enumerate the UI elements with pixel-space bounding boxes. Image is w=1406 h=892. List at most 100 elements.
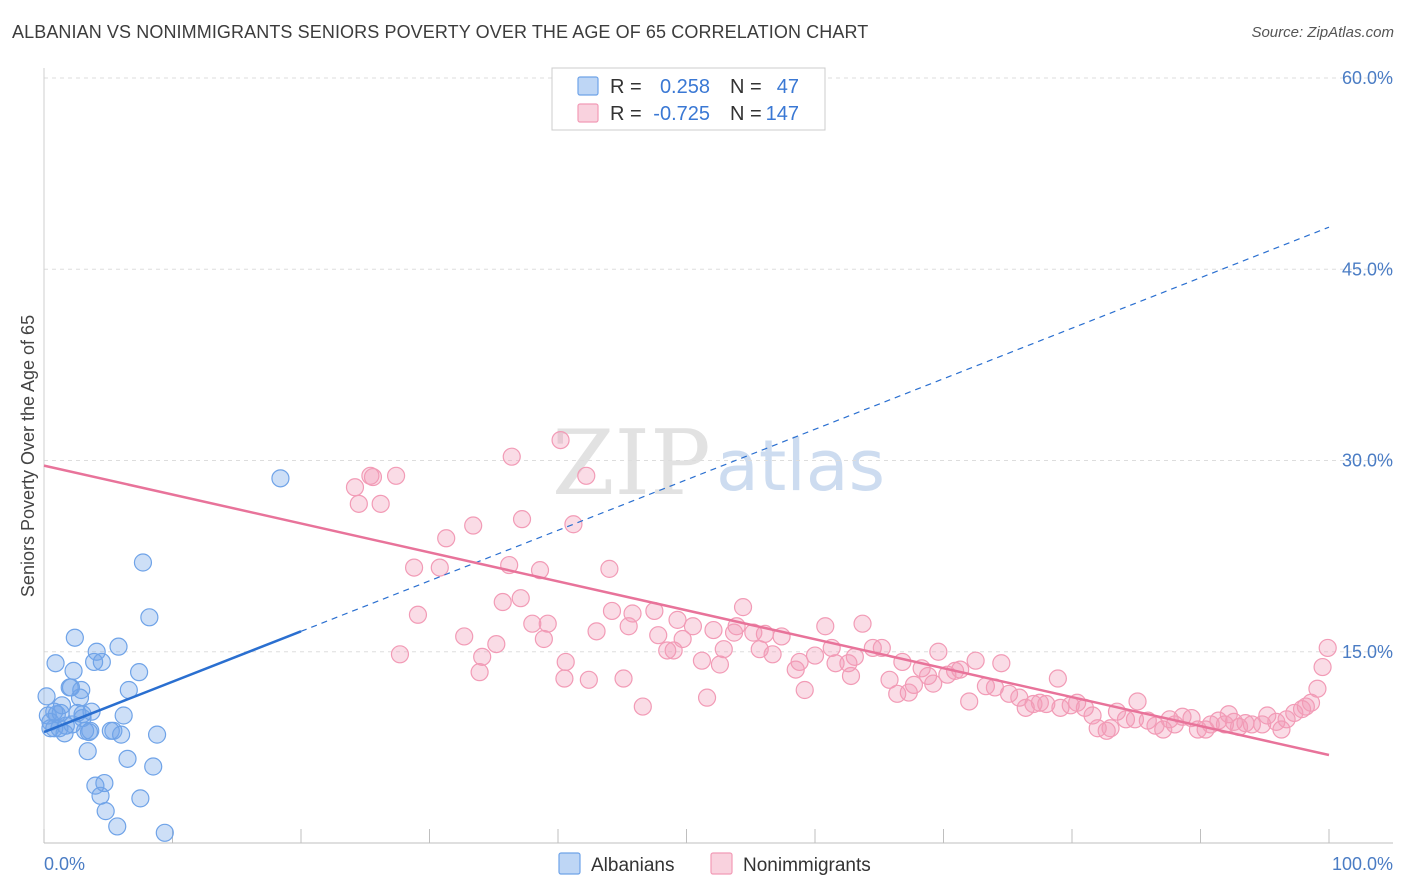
trend-lines xyxy=(43,226,1330,757)
axes xyxy=(43,68,1393,844)
point-non-31 xyxy=(587,622,606,641)
point-non-23 xyxy=(534,629,553,649)
legend-bottom-label-albanians: Albanians xyxy=(591,855,674,876)
y-tick-label-0: 15.0% xyxy=(1342,642,1393,662)
point-non-22 xyxy=(530,561,550,580)
legend-n-value-1: 47 xyxy=(777,76,799,98)
point-non-71 xyxy=(880,670,899,689)
point-non-30 xyxy=(579,670,598,689)
point-non-1 xyxy=(349,494,368,513)
point-non-92 xyxy=(1030,693,1049,712)
point-alb-10 xyxy=(52,696,72,715)
point-non-78 xyxy=(924,674,943,693)
point-non-6 xyxy=(390,645,410,664)
point-non-134 xyxy=(1313,657,1332,677)
point-non-37 xyxy=(633,697,652,716)
point-alb-45 xyxy=(133,553,153,572)
legend-r-label-1: R = xyxy=(610,76,642,98)
point-non-12 xyxy=(464,516,483,535)
point-non-32 xyxy=(600,559,619,578)
point-non-14 xyxy=(473,647,492,666)
point-non-102 xyxy=(1101,719,1120,738)
point-alb-25 xyxy=(79,722,99,742)
point-non-83 xyxy=(960,692,979,711)
point-non-133 xyxy=(1308,679,1327,698)
point-non-13 xyxy=(470,663,489,682)
point-non-45 xyxy=(692,651,712,670)
legend-stats: R = 0.258 N = 47 R = -0.725 N = 147 xyxy=(551,67,826,131)
point-non-59 xyxy=(790,652,809,672)
point-alb-44 xyxy=(131,789,150,808)
y-tick-label-1: 30.0% xyxy=(1342,451,1393,471)
point-non-124 xyxy=(1253,715,1272,734)
point-non-21 xyxy=(523,614,542,633)
legend-r-value-1: 0.258 xyxy=(660,76,710,98)
point-non-109 xyxy=(1154,720,1173,739)
legend-r-value-2: -0.725 xyxy=(653,103,710,125)
point-alb-43 xyxy=(129,663,149,682)
point-non-34 xyxy=(614,669,633,688)
nonimmigrants-points xyxy=(345,431,1337,740)
point-alb-40 xyxy=(114,706,133,725)
point-non-4 xyxy=(371,494,390,513)
legend-swatch-nonimmigrants xyxy=(577,103,599,123)
point-non-127 xyxy=(1272,720,1291,739)
point-non-16 xyxy=(493,592,512,612)
point-non-125 xyxy=(1258,706,1277,725)
legend-bottom-swatch-albanians xyxy=(558,852,581,875)
point-alb-41 xyxy=(118,749,137,768)
point-non-11 xyxy=(455,627,474,646)
legend-swatch-albanians xyxy=(577,76,599,96)
point-alb-34 xyxy=(96,802,115,821)
y-tick-label-2: 45.0% xyxy=(1342,259,1393,279)
point-non-7 xyxy=(404,558,424,577)
point-non-106 xyxy=(1128,692,1147,711)
point-non-42 xyxy=(668,610,687,629)
point-non-64 xyxy=(826,654,845,673)
point-alb-24 xyxy=(78,742,97,761)
point-non-9 xyxy=(430,558,449,577)
point-non-33 xyxy=(602,601,622,621)
point-non-87 xyxy=(992,654,1011,673)
point-alb-49 xyxy=(155,823,174,842)
point-non-62 xyxy=(816,617,835,636)
point-non-36 xyxy=(623,604,642,623)
point-non-18 xyxy=(502,447,521,466)
point-non-66 xyxy=(841,666,861,686)
legend-n-label-1: N = xyxy=(730,76,762,98)
point-alb-39 xyxy=(111,725,131,744)
trend-albanians-dashed xyxy=(300,226,1330,632)
point-non-44 xyxy=(683,617,703,636)
point-alb-6 xyxy=(46,654,65,673)
point-non-15 xyxy=(487,634,506,654)
point-alb-37 xyxy=(108,817,127,836)
gridlines xyxy=(44,77,1393,653)
legend-r-label-2: R = xyxy=(610,103,642,125)
point-non-24 xyxy=(538,614,557,633)
point-non-40 xyxy=(658,641,677,660)
point-non-52 xyxy=(733,598,753,617)
point-alb-47 xyxy=(144,757,163,776)
point-non-25 xyxy=(551,431,570,450)
x-tick-label-max: 100.0% xyxy=(1332,854,1393,874)
point-non-79 xyxy=(929,642,948,661)
point-non-46 xyxy=(697,688,717,707)
point-non-67 xyxy=(845,647,864,666)
trend-nonimmigrants xyxy=(43,464,1330,757)
y-axis-label: Seniors Poverty Over the Age of 65 xyxy=(18,315,38,597)
watermark-atlas: atlas xyxy=(716,425,885,507)
point-non-135 xyxy=(1318,638,1337,658)
point-non-94 xyxy=(1048,669,1067,688)
point-alb-17 xyxy=(65,628,84,647)
point-non-29 xyxy=(577,466,596,485)
point-non-73 xyxy=(893,652,912,672)
point-non-93 xyxy=(1037,694,1056,714)
point-non-26 xyxy=(555,669,574,688)
albanians-points xyxy=(37,469,290,842)
point-alb-16 xyxy=(64,661,83,680)
watermark-zip: ZIP xyxy=(552,411,711,516)
chart-source: Source: ZipAtlas.com xyxy=(1251,24,1394,41)
point-non-120 xyxy=(1224,712,1244,731)
point-non-60 xyxy=(795,680,814,700)
point-alb-30 xyxy=(87,642,106,661)
